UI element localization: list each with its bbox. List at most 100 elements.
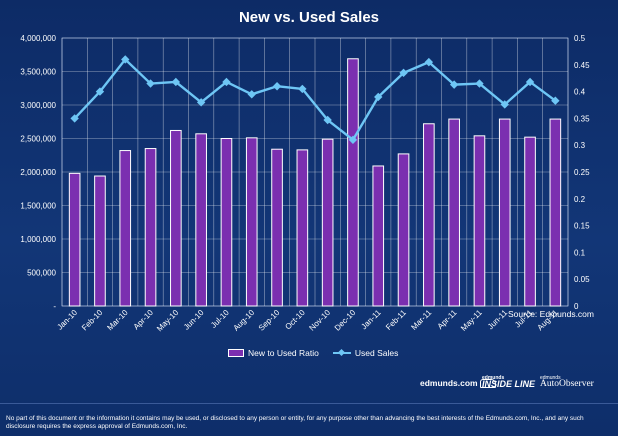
bar	[245, 137, 258, 307]
bar	[170, 129, 182, 307]
y-left-tick-label: 2,500,000	[20, 135, 56, 144]
bar	[94, 175, 106, 307]
x-tick-label: Mar-11	[409, 308, 433, 332]
y-right-tick-label: 0.15	[574, 222, 590, 231]
bar	[195, 133, 207, 307]
line-point	[247, 90, 256, 99]
source-note: Source: Edmunds.com	[508, 309, 594, 319]
x-tick-label: Mar-10	[105, 308, 130, 333]
line-point	[374, 92, 383, 102]
y-right-tick-label: 0.1	[574, 248, 586, 257]
line-point	[70, 114, 79, 123]
line-point	[272, 82, 282, 91]
bar	[296, 149, 309, 307]
chart-title: New vs. Used Sales	[238, 9, 380, 26]
bar	[473, 135, 486, 307]
auto-observer-logo-small: edmunds	[540, 375, 561, 381]
x-tick-label: Jun-11	[486, 308, 510, 332]
legend-label-ratio: New to Used Ratio	[248, 348, 319, 358]
bar	[271, 148, 283, 307]
x-tick-label: Feb-11	[384, 308, 408, 332]
line-point	[323, 115, 332, 125]
line-point	[222, 77, 231, 87]
x-tick-label: Aug-10	[232, 308, 257, 333]
y-right-tick-label: 0.25	[574, 168, 590, 177]
y-right-tick-label: 0.5	[574, 34, 586, 43]
logo-strip: edmunds.com edmunds INSIDE LINE edmunds Au…	[420, 374, 610, 394]
line-point	[475, 79, 484, 88]
auto-observer-logo: edmunds AutoObserver	[540, 375, 594, 389]
x-tick-label: Apr-10	[132, 308, 156, 332]
x-tick-label: May-10	[155, 308, 181, 334]
legend-line-swatch	[332, 348, 351, 357]
edmunds-logo: edmunds.com	[420, 378, 496, 389]
y-right-tick-label: 0.05	[574, 275, 590, 284]
y-right-tick-label: 0.45	[574, 61, 590, 70]
bar	[397, 153, 410, 307]
y-right-tick-label: 0.4	[574, 88, 586, 97]
y-left-tick-label: 3,000,000	[20, 101, 56, 110]
x-tick-label: Jan-10	[55, 308, 79, 332]
bar	[68, 172, 81, 307]
x-tick-label: Jun-10	[182, 308, 206, 332]
x-tick-label: Apr-11	[436, 308, 459, 331]
y-left-tick-label: 4,000,000	[20, 34, 56, 43]
inside-line-logo: edmunds INSIDE LINE	[482, 375, 535, 389]
line-point	[424, 57, 434, 67]
line-point	[551, 96, 560, 105]
x-tick-label: Jan-11	[359, 308, 383, 332]
line-point	[449, 80, 459, 89]
inside-line-logo-text: INSIDE LINE	[482, 379, 536, 389]
y-right-tick-label: 0.2	[574, 195, 586, 204]
y-left-tick-label: 3,500,000	[20, 68, 56, 77]
auto-observer-logo-text: AutoObserver	[540, 379, 594, 389]
x-tick-label: Nov-10	[307, 308, 332, 333]
x-tick-label: Dec-10	[333, 308, 358, 333]
legend-item-ratio: New to Used Ratio	[228, 348, 319, 358]
y-right-tick-label: 0	[574, 302, 579, 311]
legend-item-used-sales: Used Sales	[332, 348, 399, 358]
chart: - 500,000 1,000,000 1,500,000 2,000,000 2,500…	[20, 34, 590, 334]
line-point	[146, 79, 155, 88]
y-left-tick-label: 2,000,000	[20, 168, 56, 177]
bar	[144, 148, 157, 307]
y-left-tick-label: 1,500,000	[20, 202, 56, 211]
line-point	[298, 84, 307, 94]
y-right-tick-label: 0.35	[574, 114, 590, 123]
footer-divider	[0, 403, 618, 404]
x-tick-label: Oct-10	[283, 308, 307, 332]
legend-bar-swatch	[228, 349, 244, 357]
edmunds-logo-text: edmunds.com	[420, 378, 478, 388]
y-left-tick-label: 500,000	[27, 269, 56, 278]
bar	[119, 150, 132, 307]
legend: New to Used Ratio Used Sales	[228, 347, 412, 359]
bar	[220, 138, 233, 307]
x-tick-label: Feb-10	[80, 308, 105, 333]
line-point	[500, 100, 509, 109]
bar	[372, 165, 385, 307]
line-point	[196, 98, 206, 107]
car-icon	[479, 379, 496, 389]
legend-label-used-sales: Used Sales	[354, 348, 399, 358]
inside-line-logo-small: edmunds	[482, 375, 505, 381]
line-point	[171, 77, 181, 87]
x-tick-label: Sep-10	[257, 308, 282, 333]
bar	[524, 136, 536, 307]
bar	[498, 118, 511, 307]
x-tick-label: Jul-10	[209, 308, 231, 330]
y-right-tick-label: 0.3	[574, 141, 586, 150]
line-point	[121, 55, 130, 64]
bar	[448, 118, 460, 307]
bar	[347, 58, 359, 307]
disclaimer: No part of this document or the informat…	[6, 415, 584, 430]
y-left-tick-label: 1,000,000	[20, 235, 56, 244]
bar	[549, 118, 562, 307]
bar	[321, 138, 334, 307]
line-point	[348, 135, 358, 145]
y-left-tick-label: -	[53, 302, 56, 311]
line-point	[525, 77, 535, 87]
x-tick-label: May-11	[459, 308, 484, 333]
bar	[423, 123, 435, 307]
used-sales-line	[73, 58, 557, 142]
line-point	[95, 87, 105, 96]
